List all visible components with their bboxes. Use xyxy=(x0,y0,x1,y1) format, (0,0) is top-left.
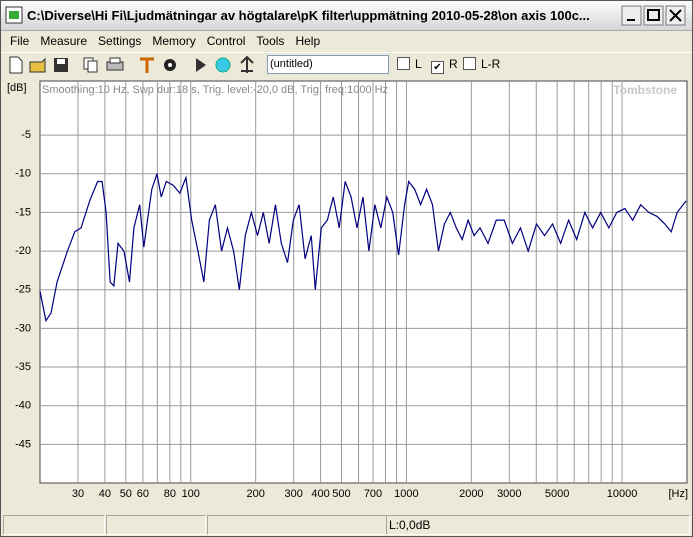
measure-icon[interactable] xyxy=(215,57,231,73)
play-icon[interactable] xyxy=(196,58,206,72)
x-tick-label: 80 xyxy=(164,488,176,500)
x-tick-label: 200 xyxy=(246,488,264,500)
status-bar: L:0,0dB xyxy=(1,513,692,536)
maximize-button[interactable] xyxy=(643,5,664,26)
level-icon[interactable] xyxy=(240,55,254,73)
y-tick-label: -45 xyxy=(15,438,31,450)
checkbox-box[interactable]: ✔ xyxy=(431,61,444,74)
preset-field[interactable]: (untitled) xyxy=(267,55,389,74)
x-tick-label: 50 xyxy=(120,488,132,500)
status-cell xyxy=(207,515,387,535)
new-icon[interactable] xyxy=(9,56,23,74)
checkbox[interactable]: L xyxy=(397,57,422,71)
x-tick-label: 400 xyxy=(311,488,329,500)
x-tick-label: 3000 xyxy=(497,488,521,500)
menu-item[interactable]: File xyxy=(10,34,30,48)
menu-item[interactable]: Memory xyxy=(152,34,196,48)
menu-bar: File Measure Settings Memory Control Tools Hel… xyxy=(1,31,692,51)
tool-icon[interactable] xyxy=(140,57,154,73)
app-icon xyxy=(5,6,23,24)
toolbar: (untitled) L ✔ R L-R xyxy=(1,52,692,77)
y-axis-label: [dB] xyxy=(7,82,27,94)
checkbox-label[interactable]: L xyxy=(415,57,422,71)
chart: -5 -10 -15 -20 -25 -30 -35 -40 -45 30 40 50 60 80 100 2… xyxy=(7,80,688,500)
checkbox-label[interactable]: R xyxy=(449,57,458,71)
window-title: C:\Diverse\Hi Fi\Ljudmätningar av högtal… xyxy=(27,8,590,23)
x-tick-label: 5000 xyxy=(545,488,569,500)
x-tick-label: 300 xyxy=(284,488,302,500)
title-bar: C:\Diverse\Hi Fi\Ljudmätningar av högtal… xyxy=(1,1,692,31)
y-tick-label: -5 xyxy=(21,129,31,141)
menu-item[interactable]: Settings xyxy=(98,34,142,48)
minimize-button[interactable] xyxy=(621,5,642,26)
x-tick-label: 700 xyxy=(364,488,382,500)
menu-item[interactable]: Tools xyxy=(256,34,285,48)
y-tick-label: -25 xyxy=(15,284,31,296)
y-tick-label: -30 xyxy=(15,322,31,334)
open-icon[interactable] xyxy=(29,57,46,73)
checkbox[interactable]: ✔ R xyxy=(431,57,458,74)
x-tick-label: 2000 xyxy=(459,488,483,500)
menu-item[interactable]: Measure xyxy=(40,34,88,48)
toolbar-icons[interactable] xyxy=(1,53,263,77)
x-tick-label: 100 xyxy=(182,488,200,500)
menu-item[interactable]: Control xyxy=(206,34,246,48)
y-tick-label: -20 xyxy=(15,245,31,257)
checkbox-label[interactable]: L-R xyxy=(481,57,501,71)
y-tick-label: -15 xyxy=(15,206,31,218)
checkbox[interactable]: L-R xyxy=(463,57,500,71)
x-tick-label: 10000 xyxy=(607,488,638,500)
x-tick-label: 40 xyxy=(99,488,111,500)
y-tick-label: -40 xyxy=(15,400,31,412)
status-cell xyxy=(3,515,105,535)
info-text: Smoothing:10 Hz, Swp dur:18 s, Trig. lev… xyxy=(42,84,388,96)
checkbox-box[interactable] xyxy=(463,57,476,70)
status-cell xyxy=(106,515,206,535)
response-curve xyxy=(39,173,687,323)
x-tick-label: 60 xyxy=(137,488,149,500)
checkbox-box[interactable] xyxy=(397,57,410,70)
plot-area xyxy=(39,80,688,484)
status-level: L:0,0dB xyxy=(386,515,690,535)
menu-item[interactable]: Help xyxy=(295,34,321,48)
watermark: Tombstone xyxy=(613,83,677,97)
x-tick-label: 30 xyxy=(72,488,84,500)
x-axis-label: [Hz] xyxy=(668,488,688,500)
x-tick-label: 1000 xyxy=(394,488,418,500)
y-tick-label: -10 xyxy=(15,168,31,180)
x-tick-label: 500 xyxy=(332,488,350,500)
y-tick-label: -35 xyxy=(15,361,31,373)
window-buttons[interactable] xyxy=(621,5,691,27)
